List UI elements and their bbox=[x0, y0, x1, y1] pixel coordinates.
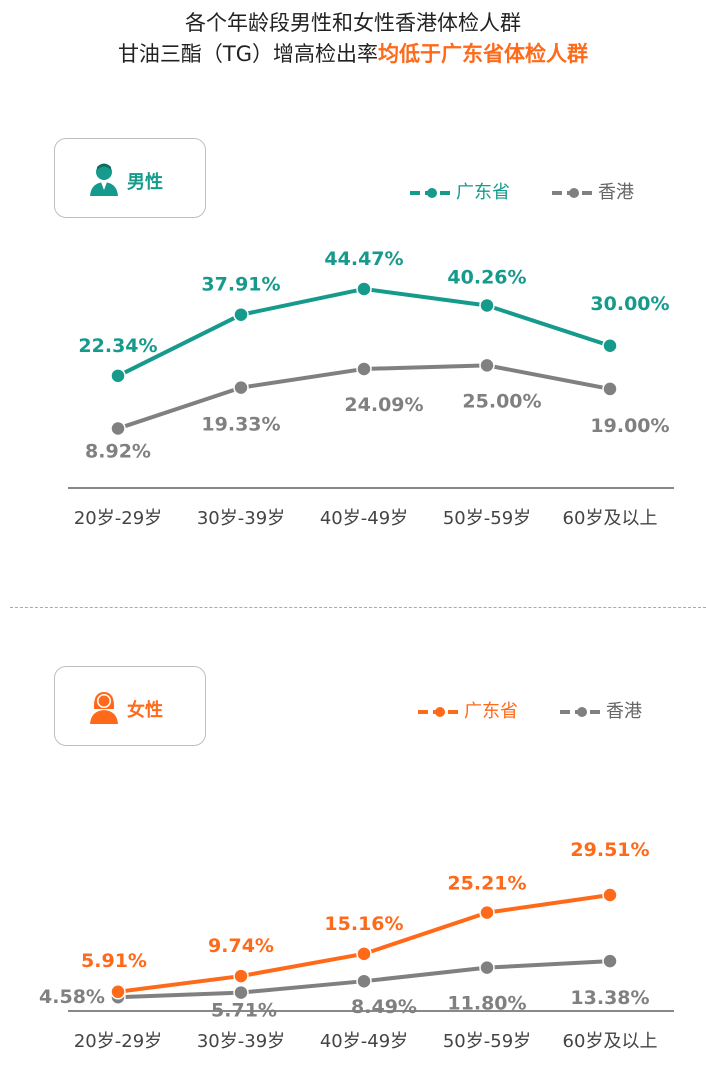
x-tick-label: 60岁及以上 bbox=[563, 1031, 658, 1052]
data-label: 8.92% bbox=[85, 440, 151, 462]
legend-line-marker-icon bbox=[418, 707, 462, 717]
data-label: 29.51% bbox=[570, 839, 649, 861]
female-label: 女性 bbox=[127, 700, 163, 721]
data-label: 15.16% bbox=[324, 913, 403, 935]
x-tick-label: 30岁-39岁 bbox=[197, 508, 285, 529]
data-label: 19.33% bbox=[201, 414, 280, 436]
female-line-chart: 20岁-29岁 30岁-39岁 40岁-49岁 50岁-59岁 60岁及以上 4.58% 5… bbox=[39, 839, 674, 1052]
male-legend-guangdong: 广东省 bbox=[410, 178, 510, 204]
x-tick-label: 50岁-59岁 bbox=[443, 1031, 531, 1052]
data-point bbox=[110, 368, 126, 384]
data-point bbox=[479, 357, 495, 374]
x-tick-label: 50岁-59岁 bbox=[443, 508, 531, 529]
title-line-2: 甘油三酯（TG）增高检出率均低于广东省体检人群 bbox=[0, 39, 706, 70]
data-point bbox=[110, 984, 126, 1000]
male-label: 男性 bbox=[127, 172, 163, 193]
data-point bbox=[602, 338, 618, 354]
data-point bbox=[479, 297, 495, 314]
data-label: 8.49% bbox=[351, 996, 417, 1018]
data-label: 22.34% bbox=[78, 335, 157, 357]
data-label: 40.26% bbox=[447, 266, 526, 288]
female-legend-guangdong-label: 广东省 bbox=[464, 701, 518, 722]
x-tick-label: 20岁-29岁 bbox=[74, 1031, 162, 1052]
data-label: 25.21% bbox=[447, 873, 526, 895]
female-legend-hongkong-label: 香港 bbox=[606, 701, 642, 722]
title-line-2-highlight: 均低于广东省体检人群 bbox=[378, 42, 589, 66]
female-label-box: 女性 bbox=[54, 666, 206, 746]
male-legend-hongkong-label: 香港 bbox=[598, 182, 634, 203]
female-legend-hongkong: 香港 bbox=[560, 697, 642, 723]
section-divider bbox=[10, 607, 706, 608]
data-point bbox=[356, 946, 372, 962]
data-point bbox=[479, 959, 495, 976]
data-point bbox=[110, 420, 126, 437]
male-line-chart: 20岁-29岁 30岁-39岁 40岁-49岁 50岁-59岁 60岁及以上 8.92% 1… bbox=[68, 248, 674, 529]
data-label: 24.09% bbox=[344, 394, 423, 416]
x-tick-label: 40岁-49岁 bbox=[320, 1031, 408, 1052]
chart-title: 各个年龄段男性和女性香港体检人群 甘油三酯（TG）增高检出率均低于广东省体检人群 bbox=[0, 8, 706, 70]
title-line-2-prefix: 甘油三酯（TG）增高检出率 bbox=[117, 42, 379, 66]
data-point bbox=[602, 887, 618, 903]
data-label: 9.74% bbox=[208, 935, 274, 957]
data-point bbox=[356, 281, 372, 297]
male-legend-guangdong-label: 广东省 bbox=[456, 182, 510, 203]
legend-line-marker-icon bbox=[560, 707, 604, 717]
data-label: 30.00% bbox=[590, 293, 669, 315]
x-tick-label: 60岁及以上 bbox=[563, 508, 658, 529]
data-label: 25.00% bbox=[462, 390, 541, 412]
data-point bbox=[233, 968, 249, 984]
data-label: 11.80% bbox=[447, 993, 526, 1015]
female-person-icon bbox=[90, 692, 118, 724]
x-tick-label: 20岁-29岁 bbox=[74, 508, 162, 529]
data-point bbox=[602, 381, 618, 397]
data-point bbox=[356, 361, 372, 377]
data-point bbox=[233, 379, 249, 396]
data-label: 4.58% bbox=[39, 986, 105, 1008]
data-label: 37.91% bbox=[201, 274, 280, 296]
data-point bbox=[233, 306, 249, 323]
x-tick-label: 30岁-39岁 bbox=[197, 1031, 285, 1052]
title-line-1: 各个年龄段男性和女性香港体检人群 bbox=[185, 11, 521, 35]
data-point bbox=[356, 973, 372, 989]
legend-line-marker-icon bbox=[410, 188, 454, 198]
data-label: 44.47% bbox=[324, 248, 403, 270]
male-legend-hongkong: 香港 bbox=[552, 178, 634, 204]
x-tick-label: 40岁-49岁 bbox=[320, 508, 408, 529]
data-point bbox=[479, 904, 495, 921]
female-legend-guangdong: 广东省 bbox=[418, 697, 518, 723]
data-point bbox=[233, 984, 249, 1001]
data-label: 13.38% bbox=[570, 987, 649, 1009]
male-label-box: 男性 bbox=[54, 138, 206, 218]
male-person-icon bbox=[90, 163, 118, 196]
data-label: 5.71% bbox=[211, 1000, 277, 1022]
data-label: 19.00% bbox=[590, 415, 669, 437]
data-point bbox=[602, 953, 618, 969]
data-label: 5.91% bbox=[81, 950, 147, 972]
legend-line-marker-icon bbox=[552, 188, 596, 198]
